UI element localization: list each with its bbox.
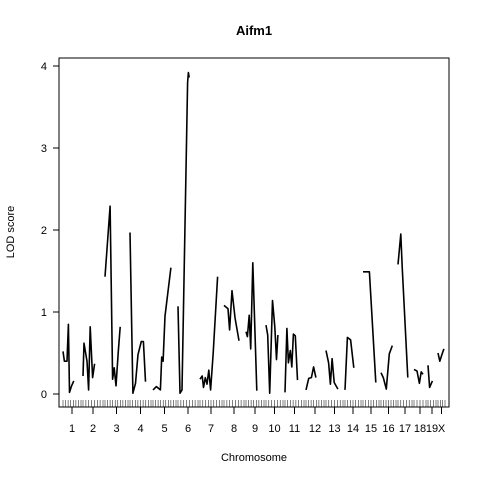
marker-rug (62, 400, 446, 407)
lod-curve-chr-14 (344, 336, 355, 390)
y-tick-label: 0 (41, 389, 47, 401)
lod-curve-chr-7 (199, 276, 219, 391)
lod-curve-chr-16 (380, 345, 394, 390)
plot-frame (58, 57, 450, 408)
lod-curve-chr-2 (82, 325, 96, 391)
chromosome-label: 5 (161, 423, 167, 435)
lod-curve-chr-X (437, 348, 445, 363)
y-tick-label: 3 (41, 143, 47, 155)
chart-title: Aifm1 (236, 23, 272, 38)
y-tick-label: 4 (41, 61, 47, 73)
lod-curve-chr-6 (177, 71, 190, 395)
lod-curve-chr-4 (129, 232, 147, 395)
chromosome-label: 12 (309, 423, 321, 435)
chromosome-label: 16 (382, 423, 394, 435)
lod-curve-chr-11 (284, 327, 299, 393)
chromosome-label: 10 (268, 423, 280, 435)
y-axis-label: LOD score (5, 206, 17, 259)
lod-curve-chr-17 (397, 233, 409, 378)
lod-curve-chr-9 (245, 261, 258, 391)
lod-curve-chr-5 (152, 267, 172, 391)
chromosome-label: 15 (365, 423, 377, 435)
lod-curve-chr-8 (223, 289, 240, 341)
chromosome-label: 7 (208, 423, 214, 435)
chromosome-label: X (438, 423, 446, 435)
chromosome-label: 13 (328, 423, 340, 435)
chromosome-label: 11 (289, 423, 300, 435)
chromosome-label: 18 (414, 423, 426, 435)
chromosome-label: 1 (69, 423, 75, 435)
lod-curve-chr-13 (325, 350, 339, 390)
lod-curve-chr-10 (265, 299, 279, 395)
lod-curve-chr-1 (62, 323, 75, 394)
chromosome-label: 8 (231, 423, 237, 435)
chromosome-label: 17 (399, 423, 411, 435)
chromosome-label: 3 (113, 423, 119, 435)
chromosome-label: 19 (426, 423, 438, 435)
lod-curve-chr-18 (413, 368, 424, 385)
lod-curve-chr-19 (427, 365, 434, 389)
lod-curve-chr-15 (363, 270, 377, 383)
chromosome-label: 4 (137, 423, 143, 435)
chromosome-label: 9 (252, 423, 258, 435)
chromosome-label: 2 (90, 423, 96, 435)
lod-curve-chr-12 (305, 366, 317, 391)
lod-curve-chr-3 (104, 205, 121, 387)
chromosome-label: 14 (347, 423, 359, 435)
chromosome-label: 6 (185, 423, 191, 435)
x-axis-label: Chromosome (221, 452, 287, 464)
x-axis: 1 2 3 4 5 6 7 8 9 10 11 12 13 14 15 16 17 18 19 X (69, 407, 446, 435)
y-axis: 0 1 2 3 4 (41, 61, 59, 401)
y-tick-label: 1 (41, 307, 47, 319)
lod-series (62, 71, 445, 395)
y-tick-label: 2 (41, 225, 47, 237)
